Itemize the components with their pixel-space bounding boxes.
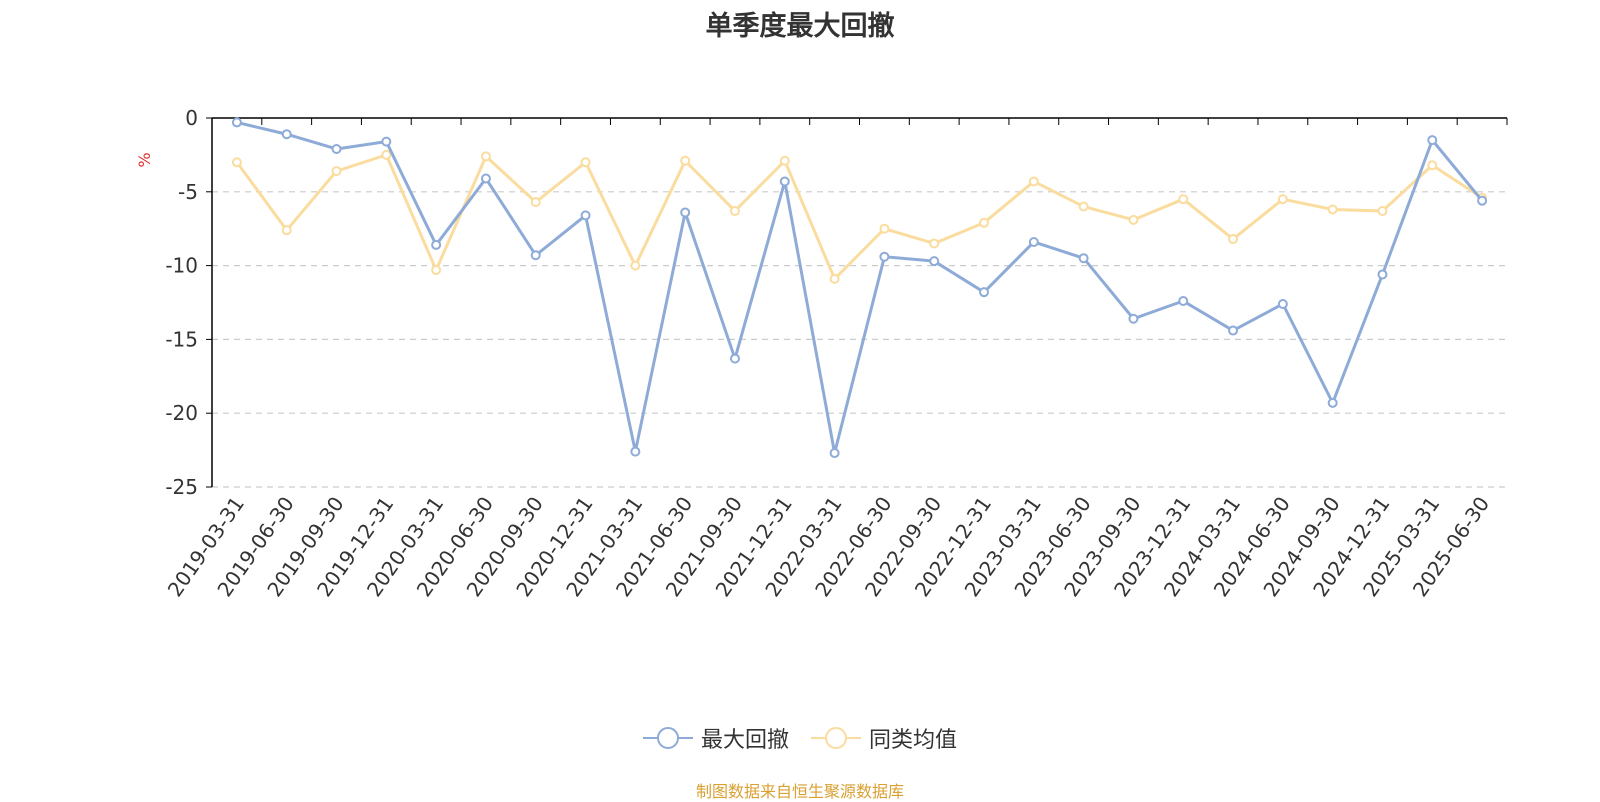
point-0-20 [1228, 325, 1239, 336]
point-1-18 [1128, 214, 1139, 225]
point-1-22 [1327, 204, 1338, 215]
y-tick-label-0: 0 [185, 106, 198, 130]
point-0-22 [1327, 397, 1338, 408]
point-0-17 [1078, 253, 1089, 264]
series-line-0 [236, 120, 1484, 455]
point-1-0 [231, 157, 242, 168]
legend-marker-1 [811, 727, 861, 749]
point-0-19 [1178, 296, 1189, 307]
point-0-15 [979, 287, 990, 298]
point-0-2 [331, 143, 342, 154]
series-0 [231, 117, 1488, 459]
point-0-24 [1427, 135, 1438, 146]
point-1-1 [281, 225, 292, 236]
data-source-note: 制图数据来自恒生聚源数据库 [695, 782, 904, 801]
point-0-14 [929, 256, 940, 267]
point-1-8 [630, 260, 641, 271]
point-1-19 [1178, 194, 1189, 205]
point-1-9 [680, 155, 691, 166]
legend: 最大回撤 同类均值 [0, 722, 1600, 754]
point-0-10 [729, 353, 740, 364]
point-0-1 [281, 129, 292, 140]
point-1-14 [929, 238, 940, 249]
point-1-2 [331, 166, 342, 177]
chart-title: 单季度最大回撤 [705, 11, 895, 42]
legend-item-1[interactable]: 同类均值 [811, 722, 957, 754]
point-0-4 [431, 239, 442, 250]
point-1-16 [1028, 176, 1039, 187]
y-tick-label-5: -25 [165, 475, 198, 499]
point-1-11 [779, 155, 790, 166]
point-1-17 [1078, 201, 1089, 212]
point-1-7 [580, 157, 591, 168]
point-0-3 [381, 136, 392, 147]
point-0-21 [1277, 298, 1288, 309]
legend-label-0: 最大回撤 [700, 728, 789, 753]
point-1-24 [1427, 160, 1438, 171]
point-1-12 [829, 273, 840, 284]
axes: 0-5-10-15-20-252019-03-312019-06-302019-… [163, 106, 1508, 601]
legend-item-0[interactable]: 最大回撤 [642, 722, 789, 754]
point-0-5 [480, 173, 491, 184]
series-1 [231, 149, 1488, 284]
point-0-9 [680, 207, 691, 218]
point-0-12 [829, 448, 840, 459]
y-tick-label-1: -5 [178, 180, 198, 204]
grid-lines [212, 191, 1507, 488]
point-0-11 [779, 176, 790, 187]
y-tick-label-4: -20 [165, 401, 198, 425]
point-0-8 [630, 446, 641, 457]
point-0-13 [879, 251, 890, 262]
point-1-20 [1228, 234, 1239, 245]
point-0-23 [1377, 269, 1388, 280]
y-axis-label: % [135, 152, 154, 167]
point-1-13 [879, 223, 890, 234]
point-1-15 [979, 217, 990, 228]
point-1-23 [1377, 205, 1388, 216]
point-0-0 [231, 117, 242, 128]
point-0-25 [1477, 195, 1488, 206]
point-1-3 [381, 149, 392, 160]
series [231, 117, 1488, 459]
point-1-4 [431, 265, 442, 276]
y-tick-label-2: -10 [165, 254, 198, 278]
point-1-10 [729, 205, 740, 216]
point-0-6 [530, 250, 541, 261]
y-tick-label-3: -15 [165, 327, 198, 351]
point-0-18 [1128, 313, 1139, 324]
point-1-21 [1277, 194, 1288, 205]
series-line-1 [235, 153, 1483, 281]
point-0-7 [580, 210, 591, 221]
point-0-16 [1028, 236, 1039, 247]
legend-marker-0 [642, 727, 693, 749]
point-1-5 [480, 151, 491, 162]
legend-label-1: 同类均值 [869, 728, 958, 753]
point-1-6 [530, 197, 541, 208]
